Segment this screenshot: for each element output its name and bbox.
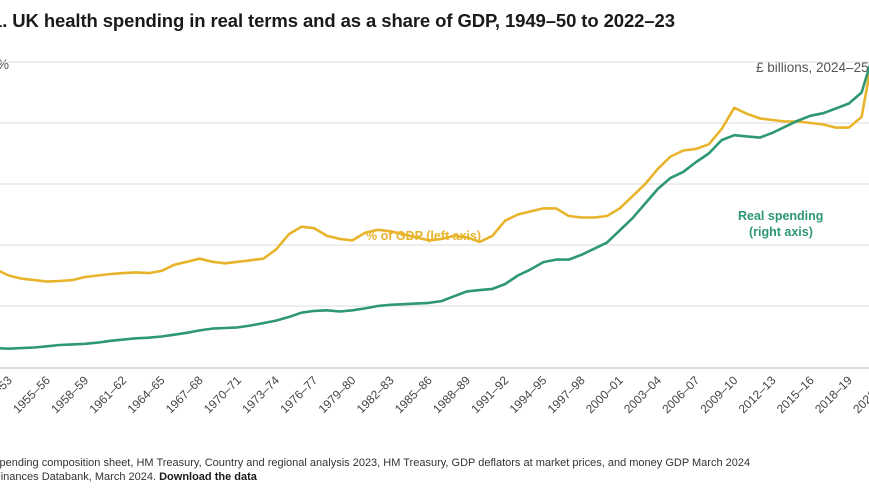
x-tick-label: 2003–04 [621, 373, 664, 416]
x-tick-label: 1988–89 [430, 373, 473, 416]
x-tick-label: 1976–77 [277, 373, 320, 416]
x-tick-label: 2012–13 [736, 373, 779, 416]
x-tick-label: 1967–68 [163, 373, 206, 416]
left-axis-unit: % [0, 57, 9, 72]
x-tick-label: 1994–95 [507, 373, 550, 416]
annotation-real-spending: Real spending [738, 209, 823, 223]
x-tick-label: 2000–01 [583, 373, 626, 416]
annotation-pct-gdp: % of GDP (left axis) [366, 229, 481, 243]
x-tick-label: 1961–62 [86, 373, 129, 416]
x-axis-ticks: 1952–531955–561958–591961–621964–651967–… [0, 373, 869, 416]
x-tick-label: 1997–98 [545, 373, 588, 416]
source-line-2-text: Finances Databank, March 2024. [0, 471, 160, 483]
series-line-real-spending [0, 63, 869, 350]
x-tick-label: 2015–16 [774, 373, 817, 416]
annotation-right-axis: (right axis) [749, 225, 813, 239]
x-tick-label: 2018–19 [812, 373, 855, 416]
x-tick-label: 1955–56 [10, 373, 53, 416]
chart-title: 1. UK health spending in real terms and … [0, 10, 675, 31]
x-tick-label: 1991–92 [468, 373, 511, 416]
x-tick-label: 1964–65 [125, 373, 168, 416]
x-tick-label: 1958–59 [48, 373, 91, 416]
series-line-pct-gdp [0, 68, 869, 283]
x-tick-label: 2009–10 [697, 373, 740, 416]
x-tick-label: 1973–74 [239, 373, 282, 416]
source-line-1: spending composition sheet, HM Treasury,… [0, 457, 751, 469]
x-tick-label: 2021–22 [850, 373, 869, 416]
x-tick-label: 1970–71 [201, 373, 244, 416]
x-tick-label: 1979–80 [316, 373, 359, 416]
x-tick-label: 2006–07 [659, 373, 702, 416]
download-data-link[interactable]: Download the data [159, 471, 257, 483]
source-note: spending composition sheet, HM Treasury,… [0, 456, 750, 484]
gridlines [0, 61, 869, 369]
x-tick-label: 1985–86 [392, 373, 435, 416]
source-line-2: Finances Databank, March 2024. Download … [0, 470, 750, 484]
x-tick-label: 1982–83 [354, 373, 397, 416]
right-axis-unit: £ billions, 2024–25 prices [756, 60, 869, 75]
